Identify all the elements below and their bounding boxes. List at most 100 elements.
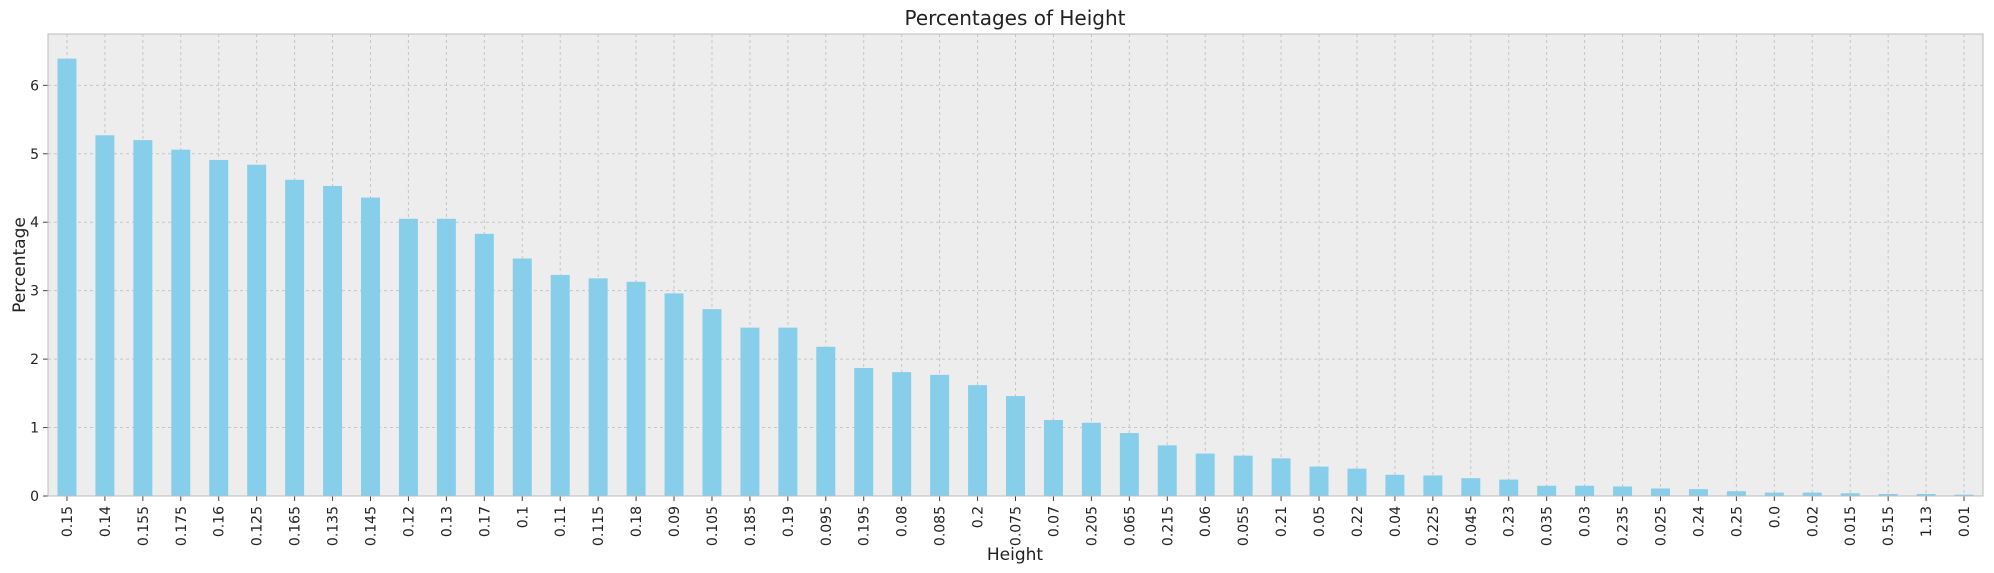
bars (57, 58, 1974, 497)
bar (854, 368, 874, 496)
y-tick-label: 0 (30, 489, 39, 505)
bar (1764, 492, 1784, 496)
bar (740, 327, 760, 496)
bar (816, 346, 836, 496)
bar (171, 149, 191, 496)
x-tick-label: 0.165 (288, 506, 304, 546)
x-tick-label: 0.01 (1957, 506, 1973, 537)
x-tick-label: 0.04 (1388, 506, 1404, 537)
chart-title: Percentages of Height (904, 6, 1125, 30)
bar (1347, 468, 1367, 496)
x-tick-label: 0.14 (98, 506, 114, 537)
bar (361, 197, 380, 497)
bar (512, 258, 532, 496)
bar (1385, 474, 1405, 496)
x-tick-label: 0.035 (1540, 506, 1556, 546)
x-tick-label: 0.06 (1198, 506, 1214, 537)
x-axis-ticks: 0.15 0.14 0.155 0.175 0.16 0.125 0.165 0.135 0.1… (60, 496, 1973, 546)
x-tick-label: 0.155 (136, 506, 152, 546)
y-tick-label: 1 (30, 421, 39, 437)
x-tick-label: 0.175 (174, 506, 190, 546)
bar (95, 135, 115, 496)
bar (930, 374, 950, 496)
bar (1688, 489, 1708, 496)
x-tick-label: 0.08 (895, 506, 911, 537)
bar (209, 159, 229, 496)
bar (1157, 445, 1177, 496)
x-tick-label: 0.23 (1502, 506, 1518, 537)
plot-frame (47, 33, 1984, 497)
x-tick-label: 0.09 (667, 506, 683, 537)
x-tick-label: 0.075 (1009, 506, 1025, 546)
bar (436, 218, 456, 497)
x-tick-label: 0.095 (819, 506, 835, 546)
bar (1651, 488, 1670, 496)
bar (1613, 486, 1633, 496)
y-tick-label: 4 (30, 215, 39, 231)
x-tick-label: 0.215 (1160, 506, 1176, 546)
bar (778, 327, 798, 496)
bar (1271, 458, 1291, 496)
x-tick-label: 0.12 (401, 506, 417, 537)
bar (1575, 485, 1595, 496)
bar (968, 385, 988, 496)
x-tick-label: 1.13 (1919, 506, 1935, 537)
bar (1878, 493, 1898, 496)
x-tick-label: 0.03 (1578, 506, 1594, 537)
x-tick-label: 0.125 (250, 506, 266, 546)
bar (398, 218, 418, 497)
bar (1499, 479, 1519, 496)
x-tick-label: 0.195 (857, 506, 873, 546)
bar (1840, 493, 1860, 496)
bar (323, 185, 343, 497)
y-tick-label: 5 (30, 147, 39, 163)
x-tick-label: 0.17 (477, 506, 493, 537)
bar (550, 274, 570, 496)
bar (626, 281, 646, 496)
bar (1726, 491, 1746, 496)
bar (1006, 396, 1025, 496)
x-tick-label: 0.0 (1767, 506, 1783, 528)
x-tick-label: 0.1 (515, 506, 531, 528)
bar (1954, 494, 1974, 496)
x-tick-label: 0.085 (933, 506, 949, 546)
x-tick-label: 0.16 (212, 506, 228, 537)
x-tick-label: 0.065 (1122, 506, 1138, 546)
x-tick-label: 0.25 (1729, 506, 1745, 537)
bar (1081, 422, 1101, 496)
x-tick-label: 0.24 (1691, 506, 1707, 537)
bar (247, 164, 267, 496)
x-tick-label: 0.18 (629, 506, 645, 537)
x-tick-label: 0.2 (971, 506, 987, 528)
bar (1119, 433, 1139, 496)
y-tick-label: 6 (30, 78, 39, 94)
x-tick-label: 0.135 (326, 506, 342, 546)
bar (133, 140, 153, 497)
x-tick-label: 0.015 (1843, 506, 1859, 546)
bar (1195, 453, 1215, 496)
bar (285, 179, 305, 496)
x-tick-label: 0.225 (1426, 506, 1442, 546)
bar (474, 233, 494, 496)
bar (1916, 493, 1936, 496)
bar (57, 58, 77, 496)
x-tick-label: 0.13 (439, 506, 455, 537)
bar (1423, 475, 1443, 496)
x-tick-label: 0.055 (1236, 506, 1252, 546)
bar (588, 278, 608, 496)
y-axis-ticks: 0 1 2 3 4 5 6 (30, 78, 48, 505)
bar (892, 372, 912, 496)
y-axis-label: Percentage (10, 217, 30, 313)
bar (1537, 485, 1557, 496)
x-tick-label: 0.025 (1654, 506, 1670, 546)
x-tick-label: 0.185 (743, 506, 759, 546)
x-tick-label: 0.19 (781, 506, 797, 537)
bar (702, 309, 722, 496)
bar (1043, 420, 1063, 496)
y-tick-label: 2 (30, 352, 39, 368)
bar (1309, 466, 1329, 496)
bar (1461, 478, 1481, 496)
x-tick-label: 0.145 (364, 506, 380, 546)
x-tick-label: 0.21 (1274, 506, 1290, 537)
x-tick-label: 0.22 (1350, 506, 1366, 537)
